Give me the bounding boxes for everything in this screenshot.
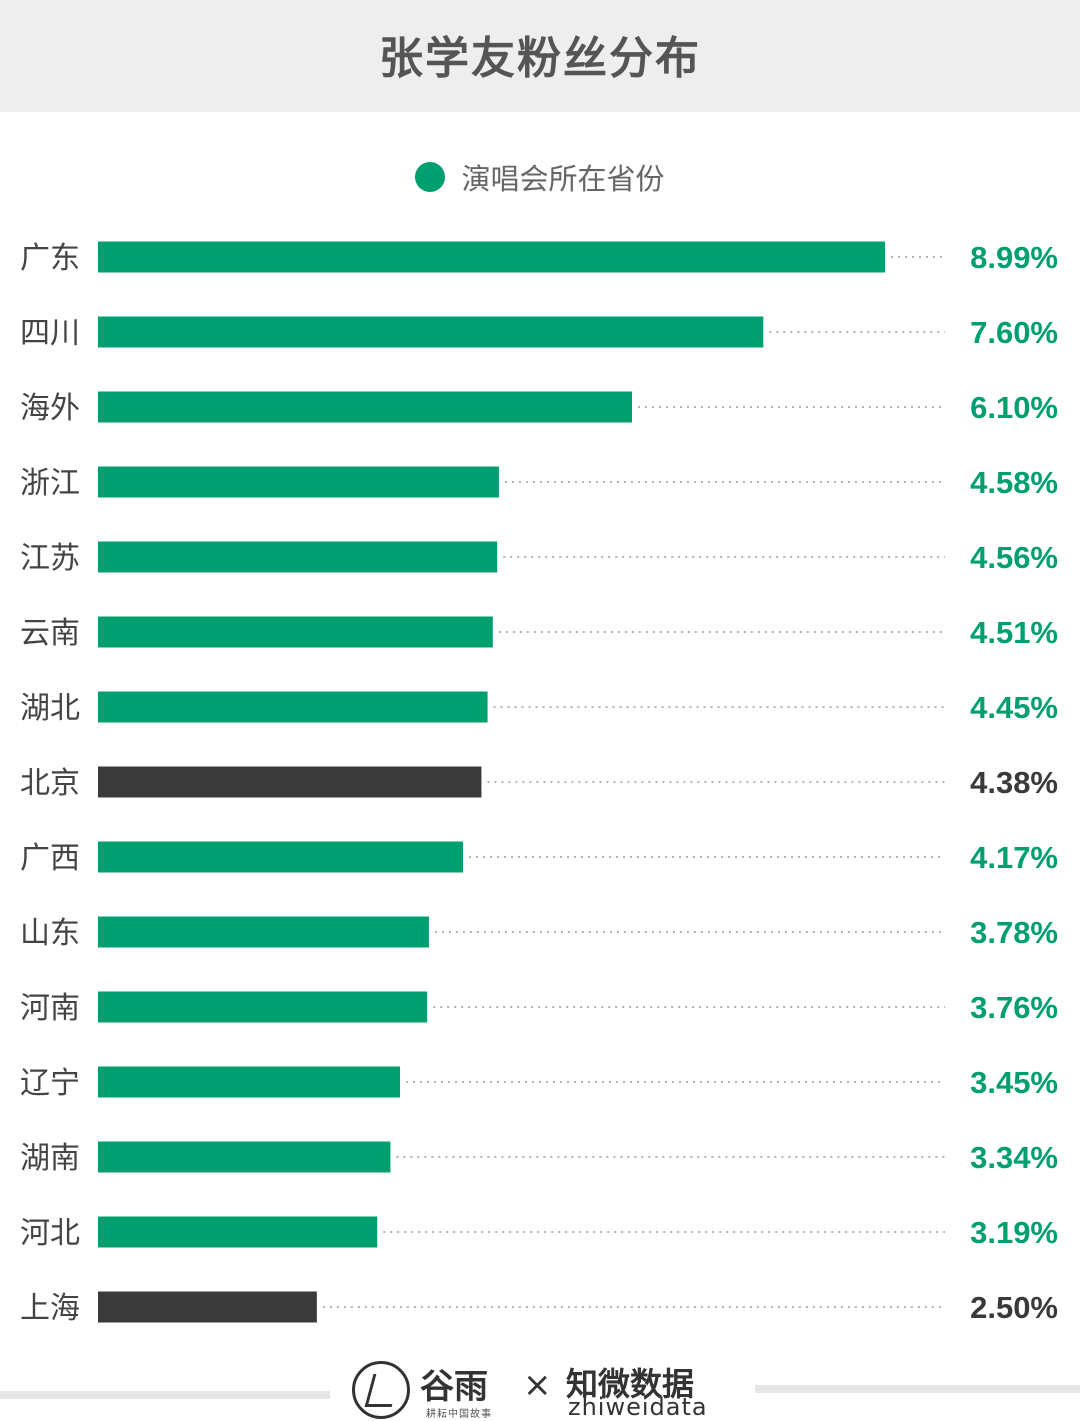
bar — [98, 541, 498, 573]
value-label: 4.58% — [970, 465, 1058, 500]
category-label: 海外 — [20, 391, 80, 426]
category-label: 山东 — [20, 916, 80, 951]
value-label: 4.38% — [970, 765, 1058, 800]
category-label: 湖南 — [20, 1141, 80, 1176]
bar — [98, 916, 429, 948]
category-label: 广西 — [20, 841, 80, 876]
collab-cross: × — [523, 1365, 552, 1405]
brand-guyu-tagline: 耕耘中国故事 — [426, 1409, 492, 1420]
value-label: 4.56% — [970, 540, 1058, 575]
value-label: 3.78% — [970, 915, 1058, 950]
bar — [98, 991, 428, 1023]
brand-zhiwei: 知微数据 — [566, 1365, 695, 1403]
footer-divider-left — [0, 1391, 330, 1399]
legend: 演唱会所在省份 — [0, 156, 1080, 198]
bar — [98, 466, 499, 498]
value-label: 4.17% — [970, 840, 1058, 875]
bar — [98, 841, 464, 873]
guyu-logo-icon — [352, 1361, 410, 1419]
category-label: 广东 — [20, 241, 80, 276]
bar — [98, 691, 488, 723]
value-label: 4.45% — [970, 690, 1058, 725]
bar — [98, 1141, 391, 1173]
bar — [98, 1066, 401, 1098]
bar — [98, 316, 764, 348]
value-label: 7.60% — [970, 315, 1058, 350]
category-label: 河北 — [20, 1216, 80, 1251]
bar — [98, 391, 633, 423]
brand-guyu: 谷雨 — [420, 1367, 488, 1407]
bar — [98, 766, 482, 798]
value-label: 2.50% — [970, 1290, 1058, 1325]
category-label: 北京 — [20, 766, 80, 801]
value-label: 3.76% — [970, 990, 1058, 1025]
category-label: 四川 — [20, 316, 80, 351]
footer: 谷雨 耕耘中国故事 × 知微数据 zhiweidata — [0, 1355, 1080, 1421]
title-bar: 张学友粉丝分布 — [0, 0, 1080, 112]
category-label: 浙江 — [20, 466, 80, 501]
bar — [98, 241, 885, 273]
value-label: 3.45% — [970, 1065, 1058, 1100]
category-label: 湖北 — [20, 691, 80, 726]
brand-zhiwei-latin: zhiweidata — [568, 1393, 708, 1421]
value-label: 3.19% — [970, 1215, 1058, 1250]
category-label: 河南 — [20, 991, 80, 1026]
category-label: 上海 — [20, 1291, 80, 1326]
bar — [98, 616, 493, 648]
legend-label: 演唱会所在省份 — [461, 162, 665, 196]
legend-marker — [415, 162, 446, 192]
bar — [98, 1216, 378, 1248]
value-label: 6.10% — [970, 390, 1058, 425]
category-label: 云南 — [20, 616, 80, 651]
category-label: 江苏 — [20, 541, 80, 576]
chart-title: 张学友粉丝分布 — [379, 33, 701, 84]
category-label: 辽宁 — [20, 1066, 80, 1101]
value-label: 3.34% — [970, 1140, 1058, 1175]
bar — [98, 1291, 317, 1323]
value-label: 4.51% — [970, 615, 1058, 650]
footer-divider-right — [755, 1385, 1080, 1393]
value-label: 8.99% — [970, 240, 1058, 275]
